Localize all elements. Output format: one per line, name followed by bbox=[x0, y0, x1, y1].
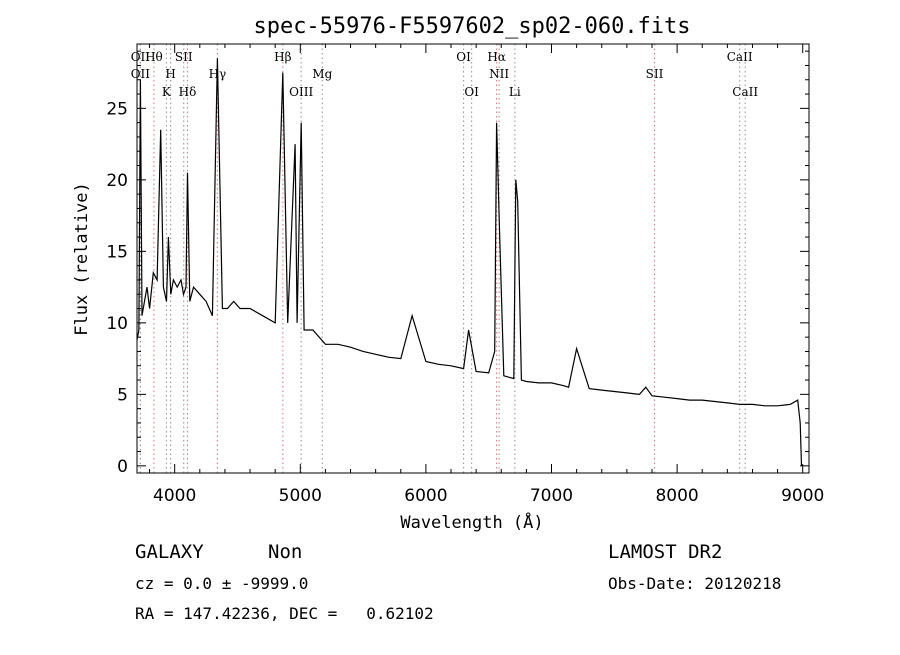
y-tick-label: 10 bbox=[106, 314, 128, 334]
line-label: CaII bbox=[732, 85, 758, 99]
survey-name: LAMOST DR2 bbox=[608, 541, 722, 563]
x-tick-label: 4000 bbox=[153, 486, 196, 506]
coordinates: RA = 147.42236, DEC = 0.62102 bbox=[135, 604, 434, 623]
line-label: Hθ bbox=[145, 50, 163, 64]
line-label: Hα bbox=[487, 50, 506, 64]
line-label: OII bbox=[131, 67, 151, 81]
line-label: H bbox=[165, 67, 175, 81]
y-tick-label: 5 bbox=[117, 385, 128, 405]
line-label: Hβ bbox=[274, 50, 291, 64]
x-tick-label: 5000 bbox=[279, 486, 322, 506]
observation-date: Obs-Date: 20120218 bbox=[608, 574, 781, 593]
y-tick-label: 20 bbox=[106, 171, 128, 191]
y-tick-label: 25 bbox=[106, 99, 128, 119]
line-label: K bbox=[162, 85, 172, 99]
plot-frame bbox=[136, 43, 810, 474]
x-axis-ticks: 4000 5000 6000 7000 8000 9000 bbox=[149, 44, 824, 506]
y-tick-label: 15 bbox=[106, 242, 128, 262]
object-class: GALAXY bbox=[135, 541, 204, 563]
spectrum-line bbox=[136, 58, 803, 466]
line-labels: OIIOIIHθKHSIIHδHγHβOIIIMgOIOIHαNIILiSIIC… bbox=[131, 50, 759, 99]
y-tick-label: 0 bbox=[117, 457, 128, 477]
line-label: SII bbox=[175, 50, 193, 64]
x-tick-label: 9000 bbox=[781, 486, 824, 506]
object-subclass: Non bbox=[268, 541, 302, 563]
line-label: Li bbox=[509, 85, 521, 99]
line-label: OIII bbox=[289, 85, 313, 99]
line-markers bbox=[139, 44, 746, 473]
y-axis-label: Flux (relative) bbox=[72, 182, 92, 336]
x-tick-label: 8000 bbox=[655, 486, 698, 506]
line-label: SII bbox=[646, 67, 664, 81]
x-tick-label: 7000 bbox=[530, 486, 573, 506]
line-label: Hδ bbox=[179, 85, 197, 99]
y-axis-ticks: 0 5 10 15 20 25 bbox=[106, 50, 809, 477]
redshift-cz: cz = 0.0 ± -9999.0 bbox=[135, 574, 308, 593]
line-label: CaII bbox=[727, 50, 753, 64]
x-tick-label: 6000 bbox=[404, 486, 447, 506]
line-label: Mg bbox=[312, 67, 332, 81]
chart-title: spec-55976-F5597602_sp02-060.fits bbox=[253, 14, 690, 39]
line-label: OI bbox=[464, 85, 479, 99]
line-label: NII bbox=[489, 67, 509, 81]
line-label: OII bbox=[131, 50, 151, 64]
line-label: OI bbox=[456, 50, 471, 64]
x-axis-label: Wavelength (Å) bbox=[400, 511, 543, 533]
